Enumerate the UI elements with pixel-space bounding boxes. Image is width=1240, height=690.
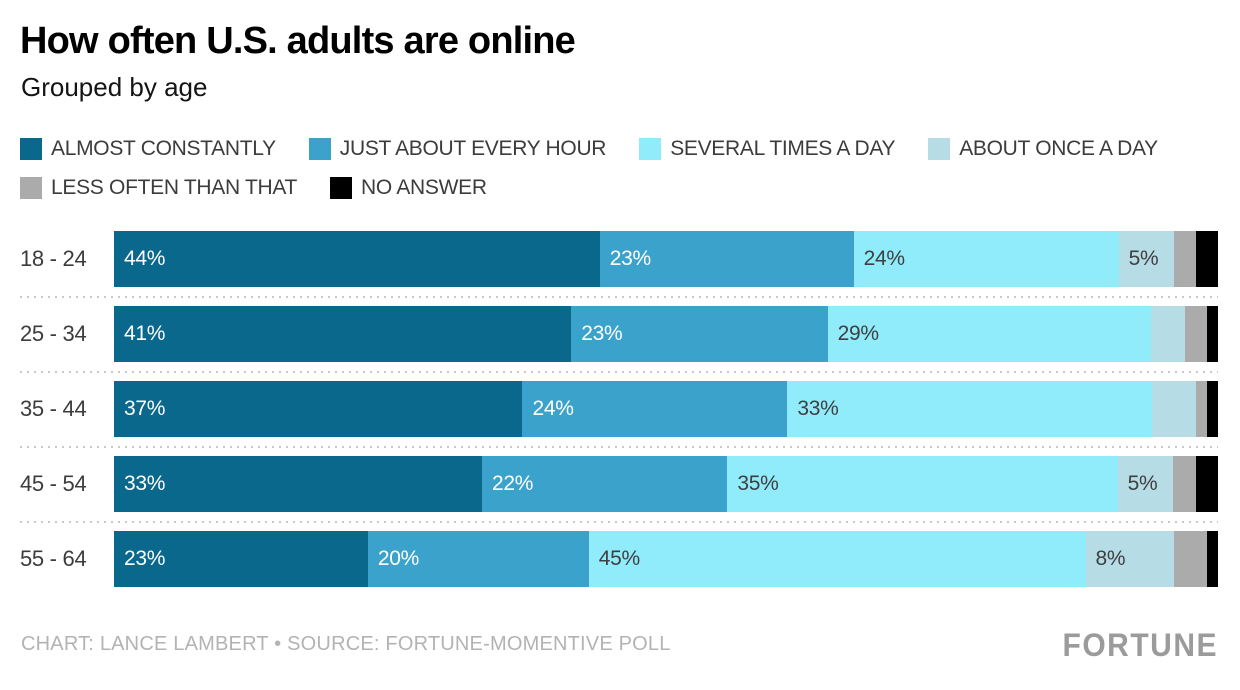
legend-item-several-times-a-day: SEVERAL TIMES A DAY (639, 137, 896, 161)
segment-value-label: 24% (532, 397, 574, 420)
legend: ALMOST CONSTANTLY JUST ABOUT EVERY HOUR SE… (20, 137, 1220, 200)
segment-value-label: 45% (598, 547, 640, 570)
bar-segment-less-often-than-that (1173, 456, 1196, 512)
legend-row-1: ALMOST CONSTANTLY JUST ABOUT EVERY HOUR SE… (20, 137, 1220, 161)
bar-track: 37% 24% 33% (114, 381, 1218, 437)
legend-item-just-about-every-hour: JUST ABOUT EVERY HOUR (308, 137, 607, 161)
legend-label: JUST ABOUT EVERY HOUR (339, 137, 607, 160)
bar-segment-no-answer (1206, 306, 1218, 362)
bar-row: 18 - 24 44% 23% 24% 5% (20, 231, 1218, 298)
chart-subtitle: Grouped by age (21, 72, 208, 102)
bar-segment-less-often-than-that (1184, 306, 1207, 362)
chart-credit: CHART: LANCE LAMBERT • SOURCE: FORTUNE-M… (21, 633, 671, 655)
legend-label: NO ANSWER (361, 176, 487, 199)
bar-segment-almost-constantly: 23% (114, 531, 368, 587)
legend-item-almost-constantly: ALMOST CONSTANTLY (20, 137, 276, 161)
segment-value-label: 35% (737, 472, 779, 495)
legend-item-about-once-a-day: ABOUT ONCE A DAY (928, 137, 1158, 161)
segment-value-label: 29% (837, 322, 879, 345)
bar-segment-almost-constantly: 33% (114, 456, 482, 512)
bar-track: 33% 22% 35% 5% (114, 456, 1218, 512)
legend-swatch-icon (928, 138, 951, 160)
bar-row: 25 - 34 41% 23% 29% (20, 306, 1218, 373)
segment-value-label: 8% (1095, 547, 1126, 570)
category-label: 55 - 64 (20, 546, 87, 571)
bar-segment-about-once-a-day (1151, 306, 1185, 362)
bar-segment-almost-constantly: 44% (114, 231, 600, 287)
bar-segment-less-often-than-that (1173, 231, 1196, 287)
page-title: How often U.S. adults are online (20, 20, 576, 62)
bar-segment-about-once-a-day: 5% (1118, 231, 1174, 287)
segment-value-label: 37% (124, 397, 166, 420)
bar-segment-no-answer (1206, 531, 1218, 587)
segment-value-label: 5% (1128, 247, 1159, 270)
bar-track: 23% 20% 45% 8% (114, 531, 1218, 587)
bar-row: 45 - 54 33% 22% 35% 5% (20, 456, 1218, 523)
category-label: 18 - 24 (20, 246, 87, 271)
legend-label: LESS OFTEN THAN THAT (51, 176, 298, 199)
bar-segment-several-times-a-day: 45% (588, 531, 1086, 587)
bar-segment-just-about-every-hour: 23% (571, 306, 828, 362)
bar-segment-just-about-every-hour: 20% (367, 531, 589, 587)
segment-value-label: 5% (1127, 472, 1158, 495)
legend-swatch-icon (308, 138, 331, 160)
bar-segment-no-answer (1206, 381, 1218, 437)
bar-segment-just-about-every-hour: 22% (481, 456, 728, 512)
stacked-bar-chart: 18 - 24 44% 23% 24% 5% 25 - 34 41% 23% 29% 35 - 4… (20, 231, 1218, 606)
bar-row: 55 - 64 23% 20% 45% 8% (20, 531, 1218, 587)
bar-track: 44% 23% 24% 5% (114, 231, 1218, 287)
legend-label: ABOUT ONCE A DAY (959, 137, 1158, 160)
legend-swatch-icon (330, 177, 353, 199)
bar-segment-almost-constantly: 41% (114, 306, 572, 362)
bar-segment-no-answer (1195, 456, 1218, 512)
bar-segment-no-answer (1195, 231, 1218, 287)
segment-value-label: 24% (863, 247, 905, 270)
segment-value-label: 23% (581, 322, 623, 345)
bar-segment-several-times-a-day: 35% (727, 456, 1118, 512)
bar-segment-just-about-every-hour: 24% (522, 381, 788, 437)
segment-value-label: 44% (124, 247, 166, 270)
segment-value-label: 23% (609, 247, 651, 270)
bar-row: 35 - 44 37% 24% 33% (20, 381, 1218, 448)
segment-value-label: 33% (797, 397, 839, 420)
category-label: 35 - 44 (20, 396, 87, 421)
bar-segment-less-often-than-that (1173, 531, 1207, 587)
bar-segment-several-times-a-day: 29% (827, 306, 1152, 362)
category-label: 25 - 34 (20, 321, 87, 346)
legend-row-2: LESS OFTEN THAN THAT NO ANSWER (20, 176, 1220, 200)
bar-segment-several-times-a-day: 24% (853, 231, 1119, 287)
bar-segment-less-often-than-that (1195, 381, 1207, 437)
fortune-logo: FORTUNE (1062, 628, 1218, 664)
legend-swatch-icon (20, 177, 42, 199)
legend-label: ALMOST CONSTANTLY (51, 137, 276, 160)
legend-swatch-icon (20, 138, 42, 160)
bar-segment-about-once-a-day: 8% (1085, 531, 1174, 587)
legend-label: SEVERAL TIMES A DAY (670, 137, 896, 160)
bar-segment-about-once-a-day (1151, 381, 1196, 437)
bar-segment-just-about-every-hour: 23% (599, 231, 854, 287)
legend-item-less-often-than-that: LESS OFTEN THAN THAT (20, 176, 297, 200)
bar-segment-several-times-a-day: 33% (787, 381, 1152, 437)
category-label: 45 - 54 (20, 471, 87, 496)
segment-value-label: 22% (491, 472, 534, 495)
bar-segment-almost-constantly: 37% (114, 381, 523, 437)
segment-value-label: 33% (124, 472, 166, 495)
segment-value-label: 41% (124, 322, 166, 345)
segment-value-label: 23% (124, 547, 166, 570)
segment-value-label: 20% (377, 547, 420, 570)
bar-track: 41% 23% 29% (114, 306, 1218, 362)
legend-swatch-icon (639, 138, 662, 160)
legend-item-no-answer: NO ANSWER (330, 176, 487, 200)
bar-segment-about-once-a-day: 5% (1117, 456, 1174, 512)
